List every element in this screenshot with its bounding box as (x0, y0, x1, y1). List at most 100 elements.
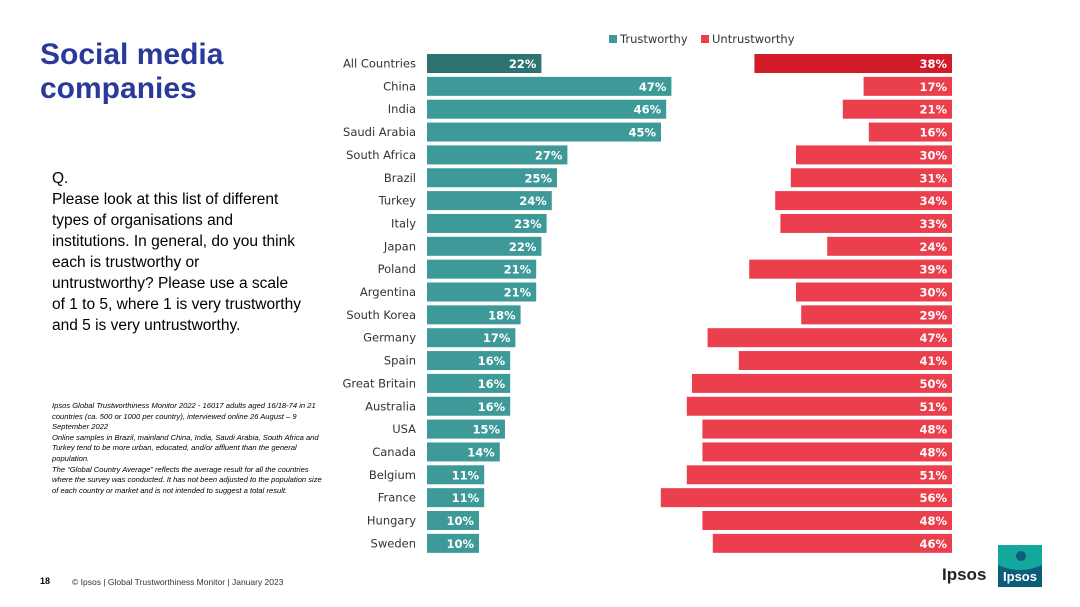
trustworthy-bar (427, 168, 557, 188)
untrustworthy-bar (686, 396, 952, 416)
untrustworthy-value-label: 30% (919, 148, 947, 162)
trustworthy-bar (427, 259, 537, 279)
trustworthy-value-label: 23% (514, 217, 542, 231)
trustworthy-bar (427, 465, 485, 485)
untrustworthy-bar (842, 99, 952, 119)
untrustworthy-value-label: 24% (919, 240, 947, 254)
trustworthy-bar (427, 373, 511, 393)
untrustworthy-value-label: 33% (919, 217, 947, 231)
trustworthy-bar (427, 54, 542, 73)
untrustworthy-value-label: 38% (919, 57, 947, 71)
trustworthy-value-label: 21% (504, 286, 532, 300)
legend-swatch-trustworthy (609, 35, 617, 43)
untrustworthy-bar (702, 442, 952, 462)
trustworthy-value-label: 45% (628, 126, 656, 140)
untrustworthy-value-label: 16% (919, 126, 947, 140)
category-label: South Africa (346, 148, 416, 162)
trustworthy-value-label: 14% (467, 445, 495, 459)
category-label: South Korea (346, 308, 416, 322)
untrustworthy-value-label: 48% (919, 445, 947, 459)
trustworthy-value-label: 27% (535, 148, 563, 162)
trustworthy-bar (427, 351, 511, 371)
question-label: Q. (52, 170, 69, 187)
untrustworthy-bar (749, 259, 952, 279)
trustworthy-value-label: 22% (509, 240, 537, 254)
trustworthy-bar (427, 533, 479, 553)
untrustworthy-value-label: 50% (919, 377, 947, 391)
trustworthy-bar (427, 488, 485, 508)
trustworthy-bar (427, 511, 479, 530)
category-label: Saudi Arabia (343, 125, 416, 139)
untrustworthy-bar (796, 145, 952, 165)
category-label: Canada (372, 445, 416, 459)
untrustworthy-value-label: 48% (919, 514, 947, 528)
trustworthy-value-label: 47% (639, 80, 667, 94)
page-title: Social media companies (40, 38, 224, 105)
untrustworthy-bar (780, 213, 952, 233)
footnote-line-3: The “Global Country Average” reflects th… (52, 464, 322, 495)
brand-wordmark: Ipsos (942, 565, 987, 584)
untrustworthy-bar (796, 282, 952, 302)
question-text: Please look at this list of different ty… (52, 191, 301, 334)
untrustworthy-value-label: 34% (919, 194, 947, 208)
trustworthy-bar (427, 328, 516, 348)
untrustworthy-bar (686, 465, 952, 485)
logo-text: Ipsos (1003, 569, 1037, 584)
trustworthy-value-label: 15% (472, 423, 500, 437)
category-label: Japan (383, 239, 416, 253)
category-label: Spain (384, 354, 416, 368)
trustworthy-value-label: 24% (519, 194, 547, 208)
trustworthy-bar (427, 419, 505, 439)
trustworthy-bar (427, 442, 500, 462)
category-label: France (378, 491, 416, 505)
footnote-line-2: Online samples in Brazil, mainland China… (52, 432, 319, 463)
category-label: India (388, 102, 416, 116)
category-label: Hungary (367, 514, 416, 528)
untrustworthy-value-label: 51% (919, 400, 947, 414)
page-number: 18 (40, 576, 51, 586)
untrustworthy-value-label: 21% (919, 103, 947, 117)
untrustworthy-value-label: 48% (919, 423, 947, 437)
footnote-line-1: Ipsos Global Trustworthiness Monitor 202… (52, 401, 316, 432)
trustworthy-value-label: 18% (488, 308, 516, 322)
untrustworthy-bar (801, 305, 952, 325)
category-label: Turkey (378, 194, 417, 208)
trustworthy-value-label: 10% (446, 537, 474, 551)
category-label: USA (392, 422, 416, 436)
trustworthy-value-label: 21% (504, 263, 532, 277)
category-label: China (383, 79, 416, 93)
untrustworthy-bar (707, 328, 952, 348)
untrustworthy-bar (868, 122, 952, 142)
category-label: Great Britain (342, 376, 416, 390)
untrustworthy-value-label: 41% (919, 354, 947, 368)
untrustworthy-value-label: 46% (919, 537, 947, 551)
methodology-footnote: Ipsos Global Trustworthiness Monitor 202… (52, 401, 327, 496)
trustworthy-bar (427, 213, 547, 233)
untrustworthy-bar (712, 533, 952, 553)
trustworthy-value-label: 16% (478, 400, 506, 414)
trustworthy-bar (427, 305, 521, 325)
untrustworthy-value-label: 29% (919, 308, 947, 322)
untrustworthy-bar (775, 191, 952, 211)
category-label: Belgium (369, 468, 416, 482)
trustworthy-bar (427, 282, 537, 302)
untrustworthy-value-label: 47% (919, 331, 947, 345)
untrustworthy-value-label: 39% (919, 263, 947, 277)
category-label: Brazil (384, 171, 416, 185)
trustworthy-bar (427, 122, 661, 142)
category-label: Germany (363, 331, 416, 345)
trustworthy-bar (427, 145, 568, 165)
trustworthy-value-label: 17% (483, 331, 511, 345)
untrustworthy-value-label: 31% (919, 171, 947, 185)
untrustworthy-bar (827, 236, 952, 256)
trustworthy-bar (427, 396, 511, 416)
legend-swatch-untrustworthy (701, 35, 709, 43)
untrustworthy-value-label: 56% (919, 491, 947, 505)
trustworthy-value-label: 11% (452, 468, 480, 482)
question-block: Q. Please look at this list of different… (52, 168, 302, 336)
untrustworthy-value-label: 17% (919, 80, 947, 94)
untrustworthy-value-label: 30% (919, 286, 947, 300)
trustworthy-bar (427, 99, 667, 119)
trustworthy-value-label: 11% (452, 491, 480, 505)
